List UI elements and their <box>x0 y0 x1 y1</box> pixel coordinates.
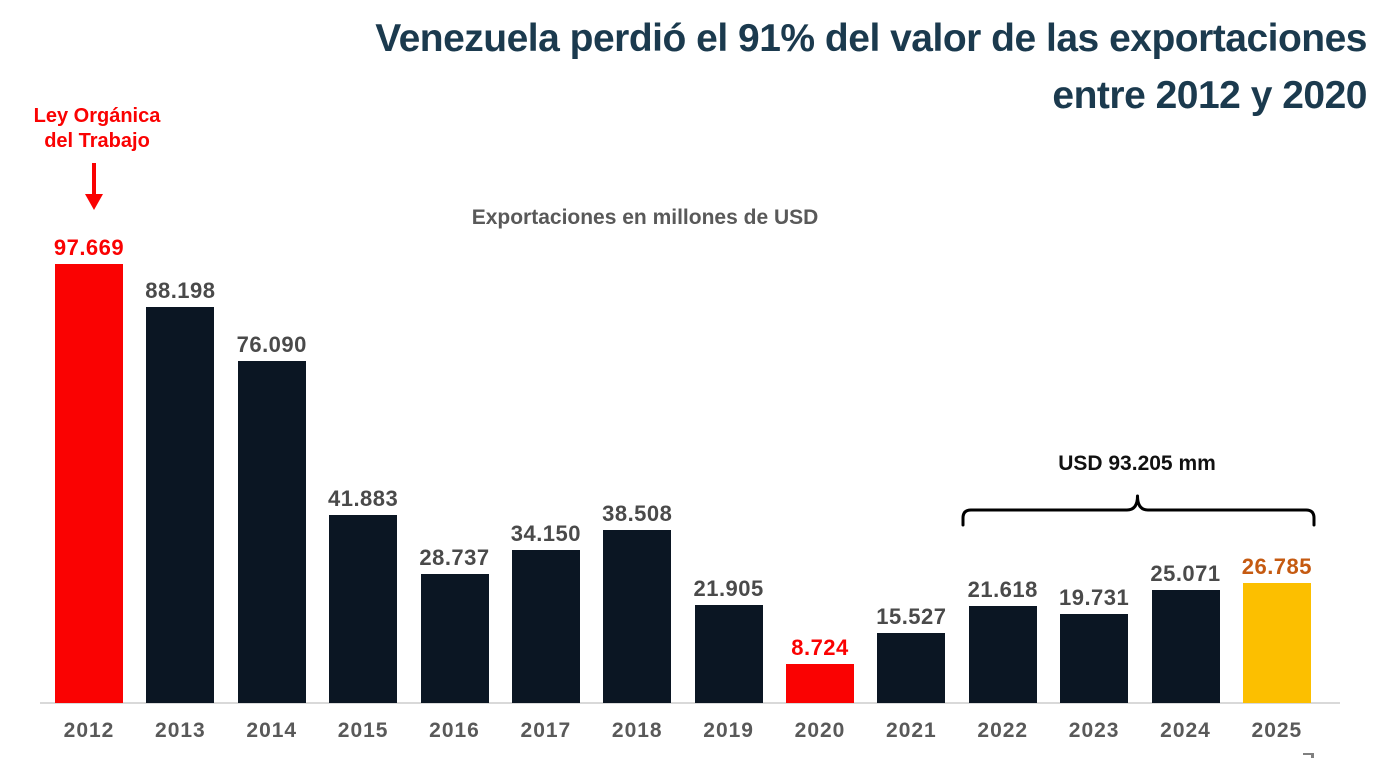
chart-title-line1: Venezuela perdió el 91% del valor de las… <box>375 17 1367 60</box>
chart-subtitle: Exportaciones en millones de USD <box>471 206 819 229</box>
bar-value-label-2014: 76.090 <box>236 332 307 357</box>
bar-column-2020: 8.724 <box>784 223 856 703</box>
bar-column-2022: 21.618 <box>967 223 1039 703</box>
page-number-artifact <box>1303 753 1314 755</box>
bar-column-2023: 19.731 <box>1058 223 1130 703</box>
chart-title: Venezuela perdió el 91% del valor de las… <box>375 10 1367 124</box>
x-axis-label-2022: 2022 <box>977 719 1029 742</box>
bar-2013 <box>146 307 215 703</box>
bar-column-2024: 25.071 <box>1150 223 1222 703</box>
bracket-label: USD 93.205 mm <box>1058 452 1216 475</box>
x-axis-label-2013: 2013 <box>155 719 206 742</box>
bar-value-label-2012: 97.669 <box>53 235 125 260</box>
bar-column-2012: 97.669 <box>53 223 125 703</box>
bar-2015 <box>329 515 398 703</box>
bar-value-label-2015: 41.883 <box>327 486 399 511</box>
bar-2016 <box>420 574 489 703</box>
bar-2025 <box>1242 583 1311 703</box>
bar-value-label-2013: 88.198 <box>145 278 216 303</box>
x-axis-label-2016: 2016 <box>429 719 480 742</box>
x-axis-label-2017: 2017 <box>520 719 572 742</box>
x-axis-label-2020: 2020 <box>794 719 846 742</box>
bar-value-label-2016: 28.737 <box>419 545 490 570</box>
bar-column-2017: 34.150 <box>510 223 582 703</box>
bar-value-label-2025: 26.785 <box>1241 554 1313 579</box>
x-axis-label-2014: 2014 <box>246 719 298 742</box>
bar-2012 <box>55 264 123 703</box>
bar-value-label-2020: 8.724 <box>791 635 849 660</box>
x-axis-label-2021: 2021 <box>886 719 937 742</box>
x-axis-label-2015: 2015 <box>337 719 389 742</box>
bar-value-label-2022: 21.618 <box>967 577 1038 602</box>
bar-chart: 97.669 88.198 76.090 41.883 28.737 34.150 38.5… <box>53 223 1313 703</box>
x-axis-label-2024: 2024 <box>1160 719 1211 742</box>
bar-column-2019: 21.905 <box>693 223 765 703</box>
bar-2018 <box>603 530 672 703</box>
page-number-artifact-nub <box>1311 753 1314 758</box>
bar-2017 <box>511 550 580 703</box>
annotation-ley-organica-line2: del Trabajo <box>44 130 150 152</box>
bar-value-label-2023: 19.731 <box>1058 585 1130 610</box>
bar-value-label-2019: 21.905 <box>693 576 764 601</box>
bar-2022 <box>968 606 1037 703</box>
chart-title-line2: entre 2012 y 2020 <box>1052 74 1367 117</box>
bar-value-label-2018: 38.508 <box>602 501 673 526</box>
bar-column-2016: 28.737 <box>419 223 491 703</box>
x-axis-label-2012: 2012 <box>63 719 115 742</box>
bar-value-label-2024: 25.071 <box>1150 561 1221 586</box>
bar-column-2013: 88.198 <box>144 223 216 703</box>
bar-column-2015: 41.883 <box>327 223 399 703</box>
bar-column-2014: 76.090 <box>236 223 308 703</box>
bar-value-label-2021: 15.527 <box>876 604 947 629</box>
bar-2020 <box>786 664 854 703</box>
x-axis-line <box>40 702 1340 704</box>
bar-2023 <box>1060 614 1129 703</box>
bar-column-2018: 38.508 <box>601 223 673 703</box>
down-arrow-icon <box>85 163 103 210</box>
annotation-ley-organica-line1: Ley Orgánica <box>33 105 161 127</box>
bar-2014 <box>237 361 306 703</box>
x-axis-labels: 2012 2013 2014 2015 2016 2017 2018 2019 2020 2021… <box>53 719 1313 743</box>
bar-2024 <box>1151 590 1220 703</box>
x-axis-label-2018: 2018 <box>611 719 663 742</box>
x-axis-label-2025: 2025 <box>1251 719 1303 742</box>
annotation-ley-organica: Ley Orgánica del Trabajo <box>18 104 176 154</box>
bar-column-2021: 15.527 <box>875 223 947 703</box>
bar-2021 <box>877 633 946 703</box>
bar-value-label-2017: 34.150 <box>510 521 582 546</box>
x-axis-label-2023: 2023 <box>1068 719 1120 742</box>
bar-column-2025: 26.785 <box>1241 223 1313 703</box>
x-axis-label-2019: 2019 <box>703 719 754 742</box>
bar-2019 <box>694 605 763 703</box>
